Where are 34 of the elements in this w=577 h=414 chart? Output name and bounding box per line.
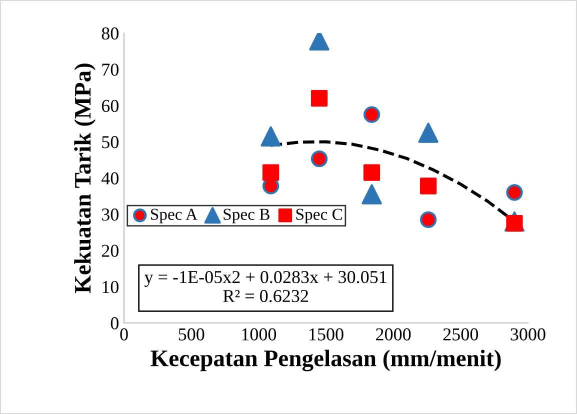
point: [418, 122, 438, 143]
y-tick-label: 60: [102, 100, 119, 112]
point: [363, 106, 380, 123]
x-tick-label: 2500: [443, 328, 478, 340]
y-tick-label: 20: [102, 244, 119, 257]
x-tick-label: 1000: [242, 328, 276, 340]
y-tick-label: 50: [102, 136, 119, 148]
y-tick-label: 10: [102, 280, 119, 294]
x-tick-label: 1500: [310, 328, 344, 340]
point: [506, 184, 523, 201]
y-tick-label: 40: [101, 172, 119, 184]
point: [309, 33, 330, 50]
point: [310, 150, 328, 168]
legend-label: Spec A: [151, 208, 198, 224]
point: [420, 178, 437, 194]
point: [362, 184, 382, 204]
x-tick-label: 2000: [376, 328, 411, 340]
y-tick-label: 0: [110, 317, 119, 330]
legend-label: Spec C: [296, 208, 342, 224]
point: [310, 90, 328, 107]
legend-label: Spec B: [224, 208, 270, 224]
x-tick-label: 3000: [510, 328, 546, 340]
x-tick-label: 0: [120, 328, 128, 340]
point: [262, 164, 280, 181]
y-axis-title: Kekuatan Tarik (MPa): [74, 64, 96, 294]
point: [363, 164, 380, 181]
point: [260, 126, 281, 146]
y-tick-label: 70: [102, 64, 119, 76]
x-tick-label: 500: [178, 328, 204, 340]
y-tick-label: 30: [102, 208, 119, 221]
annotation: y = -1E-05x2 + 0.0283x + 30.051 R² = 0.6232: [144, 270, 386, 302]
y-tick-label: 80: [102, 27, 119, 40]
point: [420, 211, 437, 228]
x-axis-title: Kecepatan Pengelasan (mm/menit): [150, 350, 501, 372]
